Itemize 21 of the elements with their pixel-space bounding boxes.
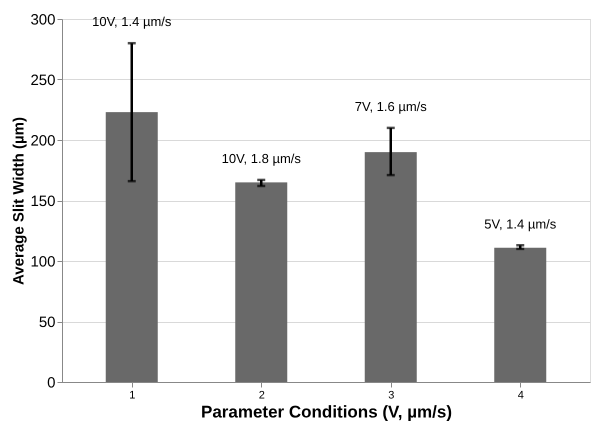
annotation: 10V, 1.8 µm/s bbox=[222, 150, 302, 166]
bar bbox=[106, 112, 158, 382]
x-axis-title: Parameter Conditions (V, µm/s) bbox=[200, 402, 452, 422]
annotation: 10V, 1.4 µm/s bbox=[92, 14, 172, 30]
annotation: 7V, 1.6 µm/s bbox=[354, 98, 428, 114]
y-tick-label: 250 bbox=[30, 72, 56, 89]
y-tick-label: 150 bbox=[30, 193, 56, 210]
bar bbox=[235, 182, 288, 382]
x-tick-label: 3 bbox=[388, 390, 394, 402]
y-axis-title: Average Slit Width (µm) bbox=[10, 117, 28, 285]
x-tick-label: 1 bbox=[129, 390, 136, 402]
y-tick-label: 100 bbox=[30, 254, 56, 270]
x-tick-label: 2 bbox=[258, 390, 265, 402]
y-tick-label: 300 bbox=[30, 12, 56, 28]
annotation: 5V, 1.4 µm/s bbox=[484, 216, 557, 232]
y-tick-label: 50 bbox=[38, 314, 56, 331]
bar bbox=[494, 248, 546, 382]
y-tick-label: 0 bbox=[47, 374, 56, 392]
bar bbox=[364, 152, 417, 382]
y-tick-label: 200 bbox=[30, 132, 56, 150]
x-tick-label: 4 bbox=[518, 390, 524, 402]
